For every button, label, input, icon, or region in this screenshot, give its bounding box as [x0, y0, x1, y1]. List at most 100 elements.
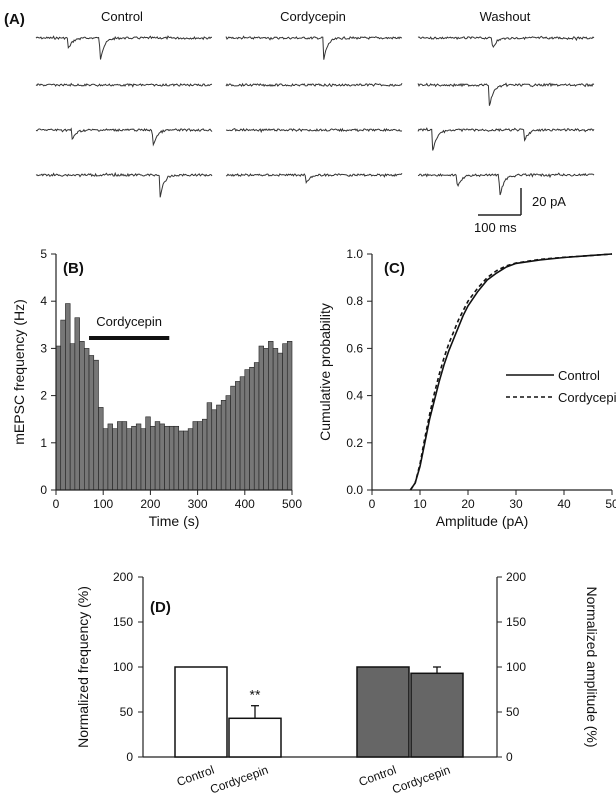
bar-amplitude-control [356, 666, 410, 758]
b-x-tick-label: 400 [235, 497, 255, 511]
panel-a: (A) Control Cordycepin Washout 20 pA 100… [4, 9, 595, 235]
histogram-bar [282, 343, 288, 491]
b-y-axis-title: mEPSC frequency (Hz) [11, 299, 27, 444]
trace-control-row-3 [35, 127, 213, 147]
histogram-bar [183, 430, 189, 491]
histogram-bar [272, 348, 279, 491]
histogram-bar [79, 341, 85, 491]
trace-washout-row-3 [417, 127, 595, 151]
histogram-bar [117, 421, 123, 491]
histogram-bar [206, 402, 213, 491]
histogram-bar [55, 345, 62, 491]
c-y-axis-title: Cumulative probability [317, 303, 333, 441]
bar-frequency-cordycepin [228, 717, 282, 758]
histogram-bar [235, 381, 241, 491]
b-x-axis-title: Time (s) [149, 513, 200, 529]
histogram-bar [74, 317, 80, 491]
b-y-tick-label: 2 [40, 389, 47, 403]
trace-washout-row-1 [417, 35, 595, 49]
b-y-tick-label: 0 [40, 483, 47, 497]
histogram-bar [126, 428, 132, 491]
condition-label-cordycepin: Cordycepin [280, 9, 346, 24]
d-right-tick-label: 100 [506, 660, 526, 674]
histogram-bar [135, 423, 142, 491]
b-x-tick-label: 300 [188, 497, 208, 511]
panel-b: 0 100 200 300 400 500 0 1 2 3 4 5 Time (s) mEPSC fr… [11, 247, 302, 529]
histogram-bar [150, 425, 156, 491]
histogram-bar [65, 303, 71, 491]
histogram-bar [98, 407, 104, 491]
histogram-bar [225, 395, 231, 491]
cordycepin-application-label: Cordycepin [96, 314, 162, 329]
c-x-tick-label: 50 [605, 497, 616, 511]
c-x-tick-label: 30 [509, 497, 523, 511]
frequency-histogram [55, 303, 293, 491]
histogram-bar [244, 369, 250, 491]
c-ticks: 0 10 20 30 40 50 0.0 0.2 0.4 0.6 0.8 1.0 [346, 247, 616, 511]
c-y-tick-label: 1.0 [346, 247, 363, 261]
histogram-bar [121, 421, 128, 491]
b-x-tick-label: 0 [53, 497, 60, 511]
legend-label-control: Control [558, 368, 600, 383]
c-legend: Control Cordycepin [506, 368, 616, 405]
d-left-tick-label: 50 [120, 705, 134, 719]
trace-control-row-4 [35, 171, 213, 198]
trace-washout-row-4 [417, 172, 595, 196]
histogram-bar [263, 348, 269, 491]
d-right-tick-label: 200 [506, 570, 526, 584]
d-left-tick-label: 150 [113, 615, 133, 629]
histogram-bar [286, 341, 293, 491]
trace-control-row-1 [35, 35, 213, 60]
histogram-bar [197, 421, 203, 491]
histogram-bar [258, 345, 264, 491]
b-y-tick-label: 5 [40, 247, 47, 261]
d-left-tick-label: 0 [126, 750, 133, 764]
b-y-tick-label: 3 [40, 341, 47, 355]
histogram-bar [173, 425, 180, 491]
histogram-bar [253, 362, 260, 491]
histogram-bar [220, 400, 227, 491]
d-ticks: 0 0 50 50 100 100 150 150 200 200 [113, 570, 526, 764]
histogram-bar [230, 385, 236, 491]
c-y-tick-label: 0.4 [346, 389, 363, 403]
histogram-bar [131, 425, 137, 491]
histogram-bar [60, 319, 66, 491]
histogram-bar [192, 421, 198, 491]
trace-cordycepin-row-4 [225, 172, 403, 185]
trace-washout-row-2 [417, 82, 595, 106]
trace-cordycepin-row-3 [226, 127, 403, 134]
condition-label-washout: Washout [480, 9, 531, 24]
histogram-bar [164, 425, 170, 491]
histogram-bar [140, 428, 146, 491]
b-x-tick-label: 500 [282, 497, 302, 511]
c-x-tick-label: 20 [461, 497, 475, 511]
b-x-tick-label: 100 [93, 497, 113, 511]
panel-c-label: (C) [384, 260, 405, 277]
series-line-cordycepin [409, 253, 613, 491]
histogram-bar [187, 428, 194, 491]
d-right-y-axis-title: Normalized amplitude (%) [584, 586, 600, 747]
panel-a-label: (A) [4, 11, 25, 28]
histogram-bar [249, 366, 255, 491]
b-x-tick-label: 200 [140, 497, 160, 511]
histogram-bar [178, 430, 184, 491]
scale-amplitude-label: 20 pA [532, 194, 566, 209]
histogram-bar [239, 376, 246, 491]
bar-amplitude-cordycepin [410, 672, 464, 758]
histogram-bar [202, 418, 208, 491]
panel-c: 0 10 20 30 40 50 0.0 0.2 0.4 0.6 0.8 1.0 Amplitude … [317, 247, 616, 529]
histogram-bar [277, 352, 283, 491]
cumulative-curves [409, 253, 613, 491]
histogram-bar [154, 421, 161, 491]
histogram-bar [159, 423, 165, 491]
c-x-tick-label: 10 [413, 497, 427, 511]
legend-label-cordycepin: Cordycepin [558, 390, 616, 405]
histogram-bar [107, 423, 113, 491]
c-y-tick-label: 0.8 [346, 294, 363, 308]
trace-grid [35, 35, 595, 198]
histogram-bar [112, 428, 118, 491]
trace-cordycepin-row-2 [225, 82, 403, 88]
panel-b-label-backing [59, 255, 97, 279]
